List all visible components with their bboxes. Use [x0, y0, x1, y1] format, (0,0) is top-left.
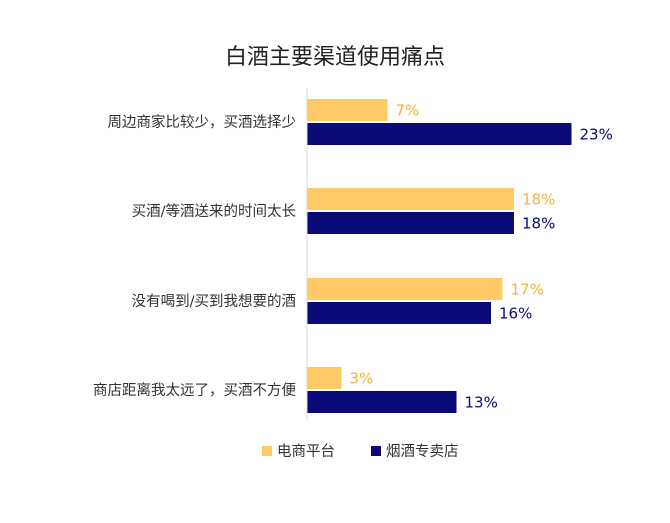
legend-swatch: [371, 446, 381, 456]
bar-liquor-store: [307, 212, 514, 234]
category-labels: 周边商家比较少，买酒选择少买酒/等酒送来的时间太长没有喝到/买到我想要的酒商店距…: [93, 113, 296, 399]
legend-swatch: [262, 446, 272, 456]
category-label: 买酒/等酒送来的时间太长: [132, 202, 297, 220]
bar-ecommerce: [307, 367, 342, 389]
data-label: 7%: [396, 102, 420, 120]
data-label: 13%: [465, 394, 498, 412]
category-label: 商店距离我太远了，买酒不方便: [93, 382, 296, 399]
category-label: 周边商家比较少，买酒选择少: [108, 113, 297, 131]
data-label: 17%: [511, 281, 544, 299]
chart-title: 白酒主要渠道使用痛点: [225, 45, 445, 70]
data-label: 16%: [499, 305, 532, 323]
data-label: 18%: [522, 215, 555, 233]
bar-ecommerce: [307, 99, 388, 121]
data-label: 23%: [580, 126, 613, 144]
bar-ecommerce: [307, 188, 514, 210]
data-label: 18%: [522, 191, 555, 209]
value-labels: 7% 23% 18% 18% 17% 16% 3% 13%: [350, 102, 613, 412]
bar-liquor-store: [307, 123, 572, 145]
legend: 电商平台 烟酒专卖店: [262, 443, 459, 460]
bars: [307, 99, 572, 413]
bar-ecommerce: [307, 278, 503, 300]
bar-liquor-store: [307, 391, 457, 413]
bar-liquor-store: [307, 302, 491, 324]
category-label: 没有喝到/买到我想要的酒: [132, 293, 296, 310]
legend-label: 电商平台: [277, 443, 335, 460]
legend-label: 烟酒专卖店: [386, 443, 459, 460]
data-label: 3%: [350, 370, 374, 388]
